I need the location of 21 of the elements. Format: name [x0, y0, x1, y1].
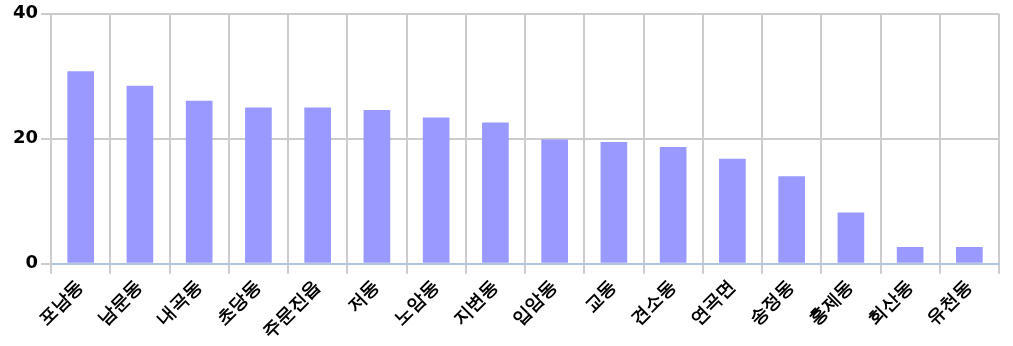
bar — [304, 107, 331, 263]
bar — [956, 246, 983, 263]
bar — [67, 71, 94, 263]
x-tick-label: 저동 — [342, 275, 384, 317]
y-tick-label: 0 — [25, 251, 39, 273]
x-tick-label: 교동 — [579, 275, 621, 317]
bar — [541, 139, 568, 263]
bar — [363, 110, 391, 263]
y-tick-label: 20 — [12, 126, 39, 148]
bar — [600, 141, 628, 263]
bar — [659, 146, 687, 263]
bar — [778, 176, 805, 263]
bar — [719, 158, 746, 263]
bar — [245, 107, 272, 263]
bar — [482, 122, 509, 263]
bar — [185, 100, 213, 263]
bar — [896, 246, 924, 263]
bar — [126, 85, 154, 263]
bar — [422, 117, 450, 263]
bar — [837, 212, 865, 263]
y-tick-label: 40 — [12, 1, 39, 23]
